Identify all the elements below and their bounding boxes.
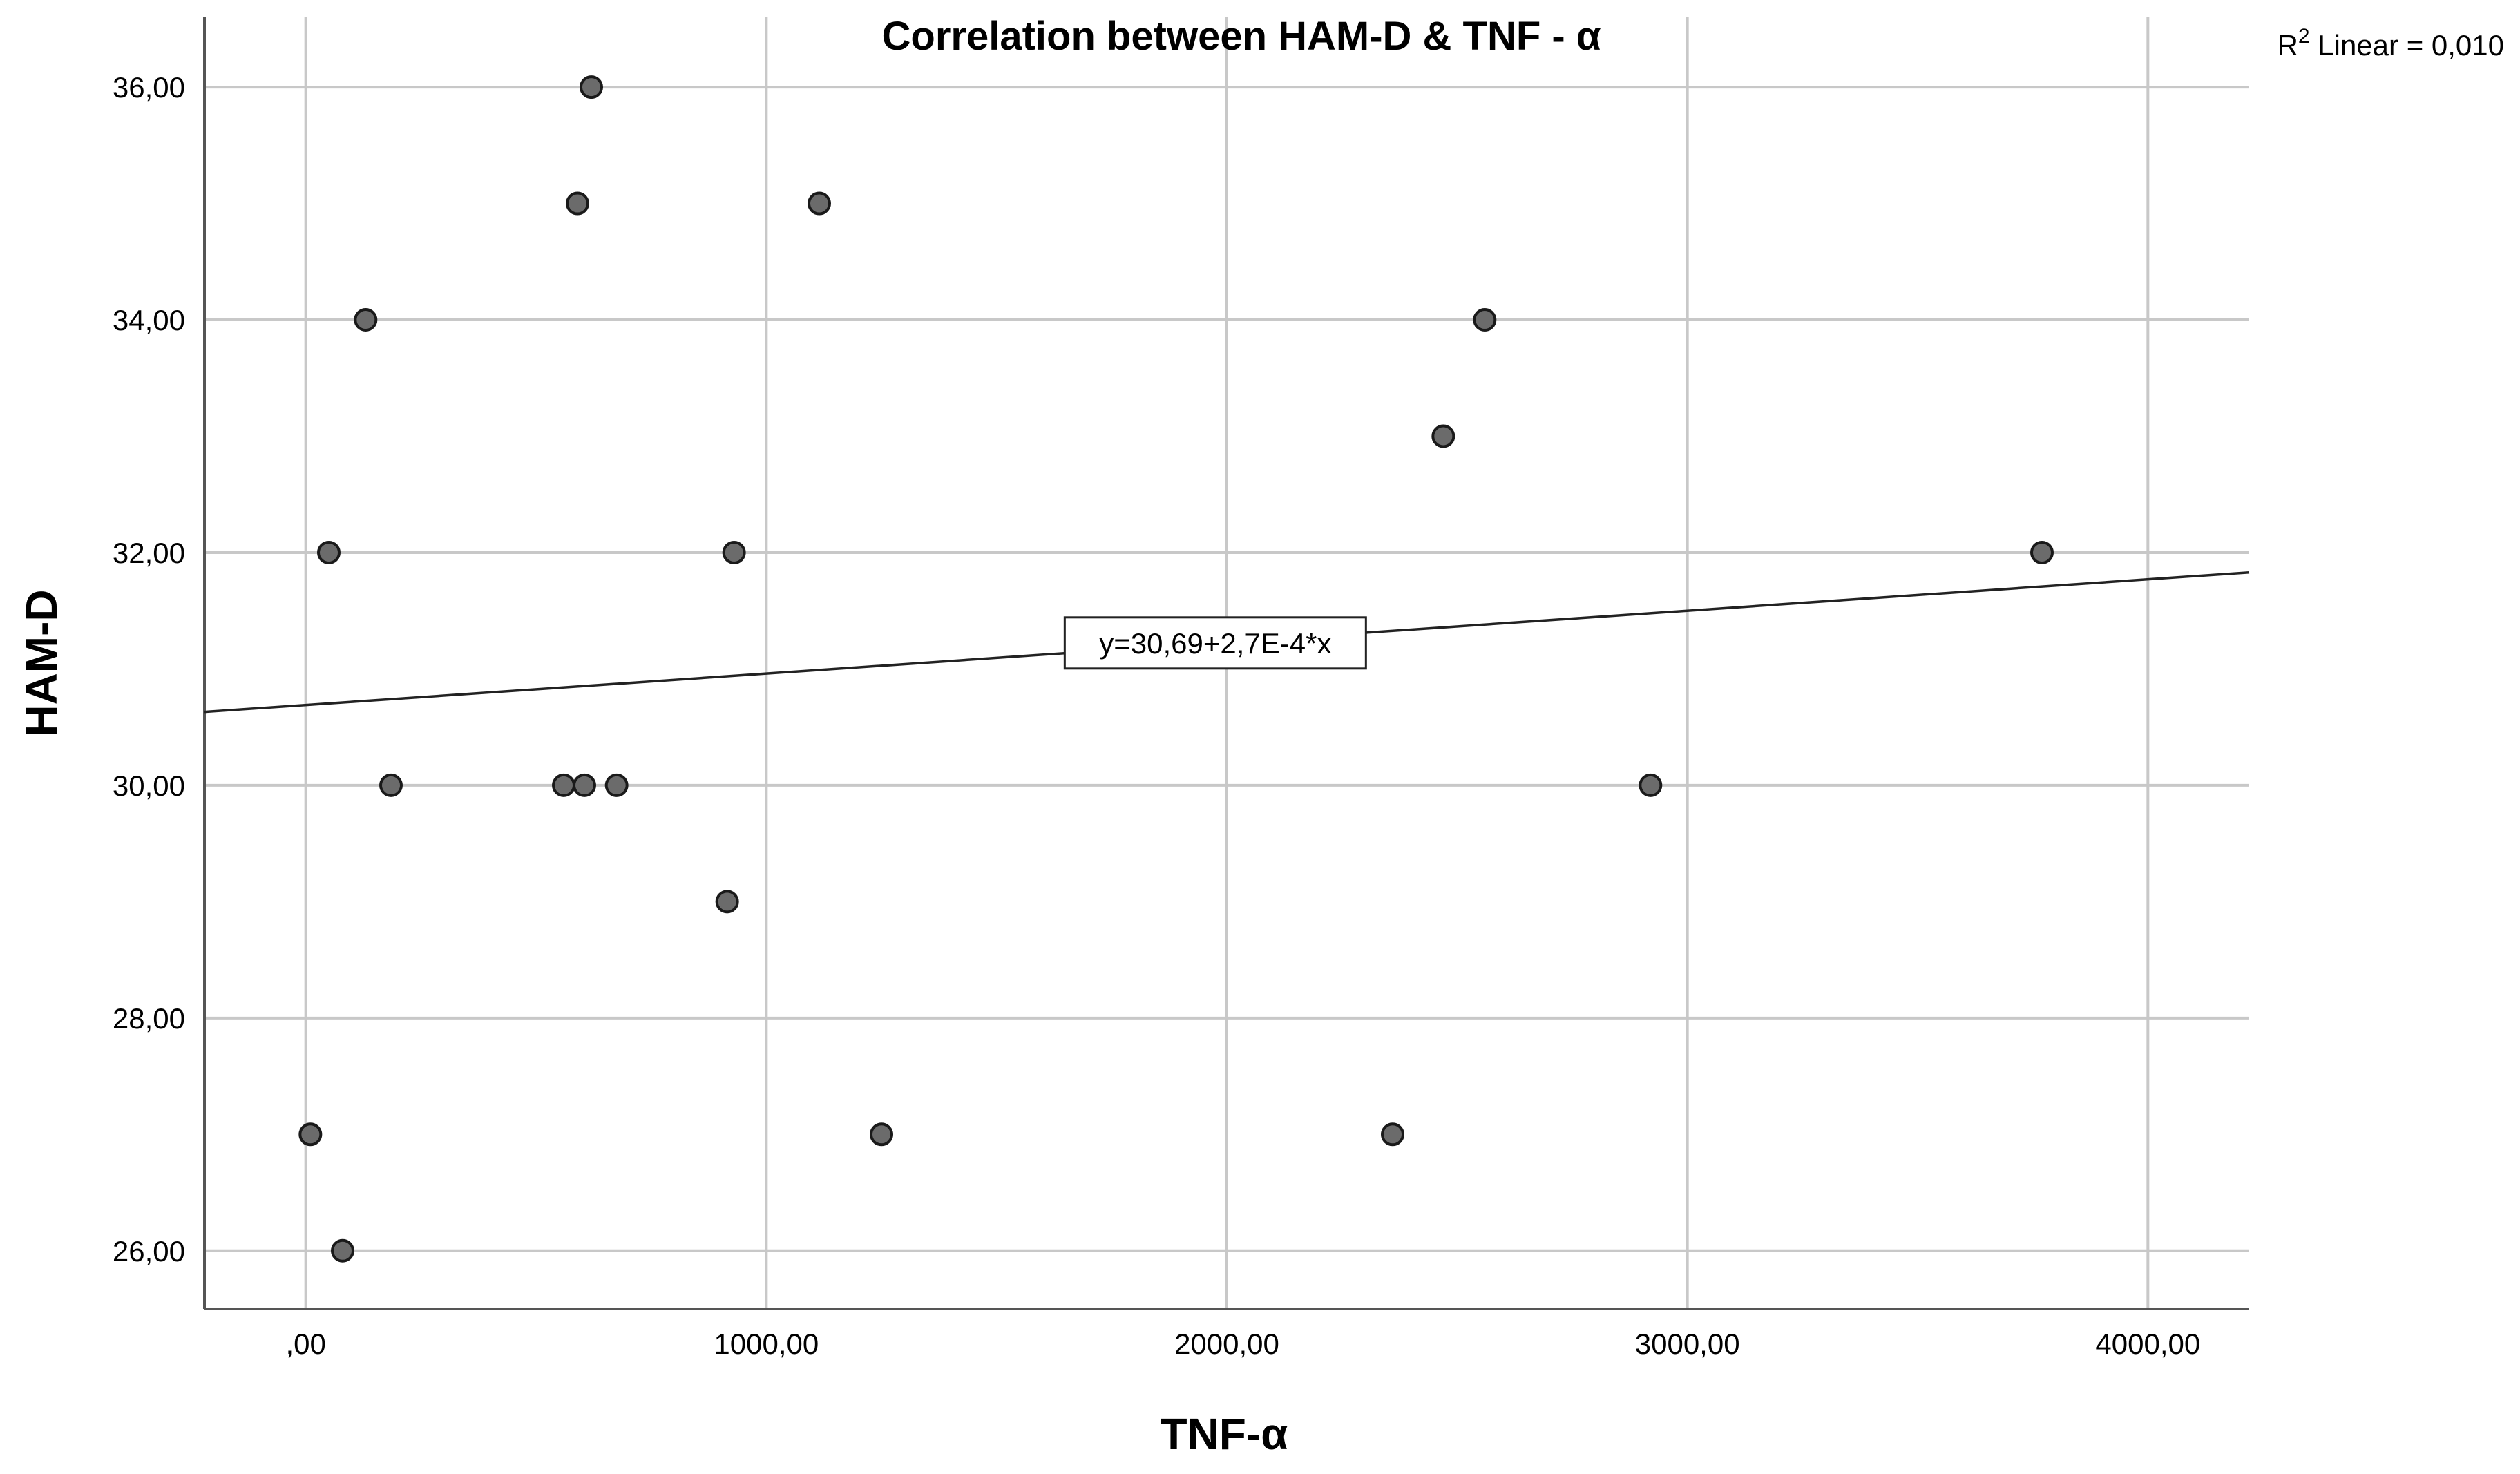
- equation-label-box: [1063, 616, 1367, 670]
- x-tick-label: 4000,00: [2095, 1328, 2200, 1360]
- fit-line-group: y=30,69+2,7E-4*x: [204, 571, 2250, 714]
- data-point: [566, 191, 589, 216]
- equation-label: y=30,69+2,7E-4*x: [1099, 627, 1331, 660]
- r2-label: R2 Linear = 0,010: [2278, 25, 2504, 61]
- y-tick-label: 26,00: [113, 1235, 185, 1267]
- data-point: [1381, 1122, 1404, 1147]
- grid-lines: [204, 17, 2249, 1309]
- y-tick-label: 30,00: [113, 769, 185, 802]
- x-tick-label: 2000,00: [1174, 1328, 1279, 1360]
- data-point: [573, 773, 596, 797]
- y-tick-label: 34,00: [113, 304, 185, 336]
- data-point: [808, 191, 831, 216]
- axes: [203, 17, 2249, 1310]
- data-point: [870, 1122, 893, 1147]
- data-point: [604, 773, 629, 797]
- tick-labels: ,00 1000,00 2000,00 3000,00 4000,00 26,00 28,0…: [113, 71, 2200, 1360]
- y-tick-label: 36,00: [113, 71, 185, 104]
- x-tick-label: ,00: [285, 1328, 325, 1360]
- y-axis-label: HAM-D: [17, 589, 66, 736]
- data-point: [2030, 540, 2054, 564]
- x-axis-label: TNF-α: [1160, 1409, 1288, 1459]
- x-tick-label: 3000,00: [1635, 1328, 1740, 1360]
- data-point: [715, 890, 739, 914]
- r2-label-rest: Linear = 0,010: [2310, 29, 2504, 61]
- y-tick-label: 28,00: [113, 1002, 185, 1035]
- data-point: [1473, 308, 1497, 332]
- data-points: [298, 75, 2054, 1263]
- data-point: [298, 1122, 323, 1147]
- data-point: [580, 75, 603, 99]
- r2-label-prefix: R: [2278, 29, 2298, 61]
- x-tick-label: 1000,00: [714, 1328, 819, 1360]
- data-point: [552, 773, 575, 797]
- data-point: [317, 540, 341, 564]
- y-tick-label: 32,00: [113, 537, 185, 569]
- chart-title: Correlation between HAM-D & TNF - α: [882, 14, 1601, 59]
- data-point: [1431, 424, 1455, 448]
- data-point: [379, 773, 403, 797]
- data-point: [722, 540, 746, 564]
- data-point: [1639, 773, 1663, 797]
- data-point: [354, 308, 378, 332]
- data-point: [331, 1238, 354, 1263]
- r2-label-sup: 2: [2298, 25, 2310, 48]
